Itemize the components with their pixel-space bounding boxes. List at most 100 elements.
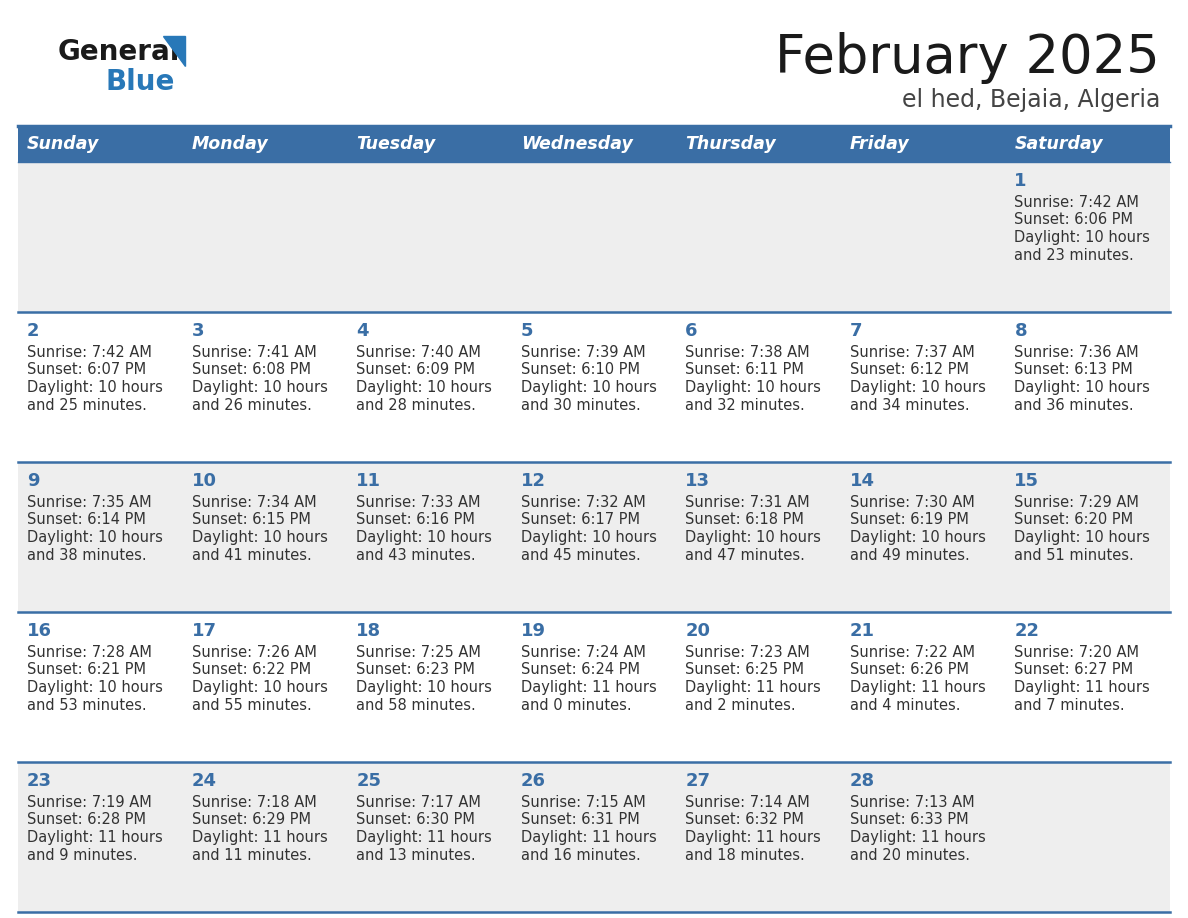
Text: Daylight: 10 hours: Daylight: 10 hours bbox=[27, 380, 163, 395]
Text: Sunset: 6:11 PM: Sunset: 6:11 PM bbox=[685, 363, 804, 377]
Text: Daylight: 11 hours: Daylight: 11 hours bbox=[849, 830, 986, 845]
Text: Sunset: 6:24 PM: Sunset: 6:24 PM bbox=[520, 663, 639, 677]
Text: and 34 minutes.: and 34 minutes. bbox=[849, 397, 969, 412]
Text: Daylight: 10 hours: Daylight: 10 hours bbox=[849, 380, 986, 395]
Text: and 28 minutes.: and 28 minutes. bbox=[356, 397, 476, 412]
Text: Daylight: 10 hours: Daylight: 10 hours bbox=[356, 530, 492, 545]
Text: and 7 minutes.: and 7 minutes. bbox=[1015, 698, 1125, 712]
Text: and 0 minutes.: and 0 minutes. bbox=[520, 698, 631, 712]
Text: Sunset: 6:33 PM: Sunset: 6:33 PM bbox=[849, 812, 968, 827]
Text: Sunset: 6:18 PM: Sunset: 6:18 PM bbox=[685, 512, 804, 528]
Text: and 58 minutes.: and 58 minutes. bbox=[356, 698, 476, 712]
Text: 2: 2 bbox=[27, 322, 39, 340]
Text: Sunset: 6:23 PM: Sunset: 6:23 PM bbox=[356, 663, 475, 677]
Text: Sunset: 6:10 PM: Sunset: 6:10 PM bbox=[520, 363, 639, 377]
Text: and 53 minutes.: and 53 minutes. bbox=[27, 698, 146, 712]
Bar bbox=[18, 126, 183, 162]
Text: 14: 14 bbox=[849, 472, 874, 490]
Text: Sunset: 6:14 PM: Sunset: 6:14 PM bbox=[27, 512, 146, 528]
Text: Daylight: 10 hours: Daylight: 10 hours bbox=[1015, 230, 1150, 245]
Bar bbox=[347, 126, 512, 162]
Text: Daylight: 11 hours: Daylight: 11 hours bbox=[1015, 680, 1150, 695]
Text: 11: 11 bbox=[356, 472, 381, 490]
Text: 10: 10 bbox=[191, 472, 216, 490]
Text: 20: 20 bbox=[685, 622, 710, 640]
Text: 16: 16 bbox=[27, 622, 52, 640]
Text: Sunrise: 7:24 AM: Sunrise: 7:24 AM bbox=[520, 645, 645, 660]
Text: 22: 22 bbox=[1015, 622, 1040, 640]
Text: Sunrise: 7:31 AM: Sunrise: 7:31 AM bbox=[685, 495, 810, 510]
Text: Sunrise: 7:32 AM: Sunrise: 7:32 AM bbox=[520, 495, 645, 510]
Text: Sunrise: 7:40 AM: Sunrise: 7:40 AM bbox=[356, 345, 481, 360]
Text: Sunset: 6:06 PM: Sunset: 6:06 PM bbox=[1015, 212, 1133, 228]
Text: and 45 minutes.: and 45 minutes. bbox=[520, 547, 640, 563]
Text: and 4 minutes.: and 4 minutes. bbox=[849, 698, 960, 712]
Text: Sunset: 6:32 PM: Sunset: 6:32 PM bbox=[685, 812, 804, 827]
Text: Daylight: 10 hours: Daylight: 10 hours bbox=[520, 530, 657, 545]
Text: 1: 1 bbox=[1015, 172, 1026, 190]
Text: Sunset: 6:21 PM: Sunset: 6:21 PM bbox=[27, 663, 146, 677]
Text: Daylight: 10 hours: Daylight: 10 hours bbox=[849, 530, 986, 545]
Text: Wednesday: Wednesday bbox=[520, 135, 632, 153]
Text: and 9 minutes.: and 9 minutes. bbox=[27, 847, 138, 863]
Bar bbox=[18, 762, 1170, 912]
Text: 13: 13 bbox=[685, 472, 710, 490]
Text: and 18 minutes.: and 18 minutes. bbox=[685, 847, 805, 863]
Text: Saturday: Saturday bbox=[1015, 135, 1102, 153]
Text: 23: 23 bbox=[27, 772, 52, 790]
Text: Sunrise: 7:15 AM: Sunrise: 7:15 AM bbox=[520, 795, 645, 810]
Text: Daylight: 10 hours: Daylight: 10 hours bbox=[1015, 380, 1150, 395]
Bar bbox=[18, 312, 1170, 462]
Bar bbox=[18, 162, 1170, 312]
Text: Daylight: 10 hours: Daylight: 10 hours bbox=[520, 380, 657, 395]
Text: Daylight: 10 hours: Daylight: 10 hours bbox=[1015, 530, 1150, 545]
Text: 27: 27 bbox=[685, 772, 710, 790]
Text: and 51 minutes.: and 51 minutes. bbox=[1015, 547, 1135, 563]
Text: Daylight: 10 hours: Daylight: 10 hours bbox=[191, 530, 328, 545]
Bar bbox=[18, 462, 1170, 612]
Text: Sunrise: 7:39 AM: Sunrise: 7:39 AM bbox=[520, 345, 645, 360]
Text: Daylight: 10 hours: Daylight: 10 hours bbox=[27, 530, 163, 545]
Bar bbox=[1005, 126, 1170, 162]
Text: and 43 minutes.: and 43 minutes. bbox=[356, 547, 475, 563]
Text: Daylight: 11 hours: Daylight: 11 hours bbox=[520, 680, 657, 695]
Text: Sunrise: 7:23 AM: Sunrise: 7:23 AM bbox=[685, 645, 810, 660]
Text: Sunset: 6:20 PM: Sunset: 6:20 PM bbox=[1015, 512, 1133, 528]
Text: and 2 minutes.: and 2 minutes. bbox=[685, 698, 796, 712]
Text: Sunset: 6:15 PM: Sunset: 6:15 PM bbox=[191, 512, 310, 528]
Bar bbox=[18, 612, 1170, 762]
Text: Sunset: 6:28 PM: Sunset: 6:28 PM bbox=[27, 812, 146, 827]
Text: and 26 minutes.: and 26 minutes. bbox=[191, 397, 311, 412]
Text: and 16 minutes.: and 16 minutes. bbox=[520, 847, 640, 863]
Polygon shape bbox=[163, 36, 185, 66]
Text: Sunset: 6:29 PM: Sunset: 6:29 PM bbox=[191, 812, 310, 827]
Text: and 30 minutes.: and 30 minutes. bbox=[520, 397, 640, 412]
Text: Daylight: 10 hours: Daylight: 10 hours bbox=[356, 680, 492, 695]
Text: Sunset: 6:31 PM: Sunset: 6:31 PM bbox=[520, 812, 639, 827]
Text: Sunset: 6:13 PM: Sunset: 6:13 PM bbox=[1015, 363, 1133, 377]
Text: and 55 minutes.: and 55 minutes. bbox=[191, 698, 311, 712]
Text: Blue: Blue bbox=[106, 68, 176, 96]
Text: and 36 minutes.: and 36 minutes. bbox=[1015, 397, 1135, 412]
Text: Sunset: 6:12 PM: Sunset: 6:12 PM bbox=[849, 363, 969, 377]
Text: General: General bbox=[58, 38, 181, 66]
Text: Sunrise: 7:13 AM: Sunrise: 7:13 AM bbox=[849, 795, 974, 810]
Text: Sunset: 6:30 PM: Sunset: 6:30 PM bbox=[356, 812, 475, 827]
Text: Sunset: 6:22 PM: Sunset: 6:22 PM bbox=[191, 663, 311, 677]
Text: and 11 minutes.: and 11 minutes. bbox=[191, 847, 311, 863]
Text: 19: 19 bbox=[520, 622, 545, 640]
Text: Sunrise: 7:33 AM: Sunrise: 7:33 AM bbox=[356, 495, 481, 510]
Text: Daylight: 10 hours: Daylight: 10 hours bbox=[191, 680, 328, 695]
Bar bbox=[676, 126, 841, 162]
Text: Daylight: 11 hours: Daylight: 11 hours bbox=[27, 830, 163, 845]
Text: 4: 4 bbox=[356, 322, 368, 340]
Text: Sunset: 6:17 PM: Sunset: 6:17 PM bbox=[520, 512, 639, 528]
Text: 15: 15 bbox=[1015, 472, 1040, 490]
Text: Daylight: 11 hours: Daylight: 11 hours bbox=[191, 830, 328, 845]
Text: el hed, Bejaia, Algeria: el hed, Bejaia, Algeria bbox=[902, 88, 1159, 112]
Text: Tuesday: Tuesday bbox=[356, 135, 435, 153]
Text: Daylight: 10 hours: Daylight: 10 hours bbox=[191, 380, 328, 395]
Text: Sunrise: 7:17 AM: Sunrise: 7:17 AM bbox=[356, 795, 481, 810]
Text: Daylight: 10 hours: Daylight: 10 hours bbox=[685, 380, 821, 395]
Text: Sunrise: 7:22 AM: Sunrise: 7:22 AM bbox=[849, 645, 975, 660]
